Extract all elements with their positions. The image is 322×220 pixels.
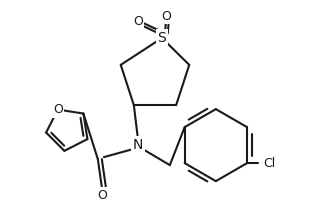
Text: O: O bbox=[97, 189, 107, 202]
Text: Cl: Cl bbox=[263, 157, 275, 170]
Text: S: S bbox=[158, 31, 166, 45]
Text: O: O bbox=[161, 9, 171, 22]
Text: O: O bbox=[133, 15, 143, 28]
Text: N: N bbox=[133, 138, 143, 152]
Text: O: O bbox=[53, 103, 63, 116]
